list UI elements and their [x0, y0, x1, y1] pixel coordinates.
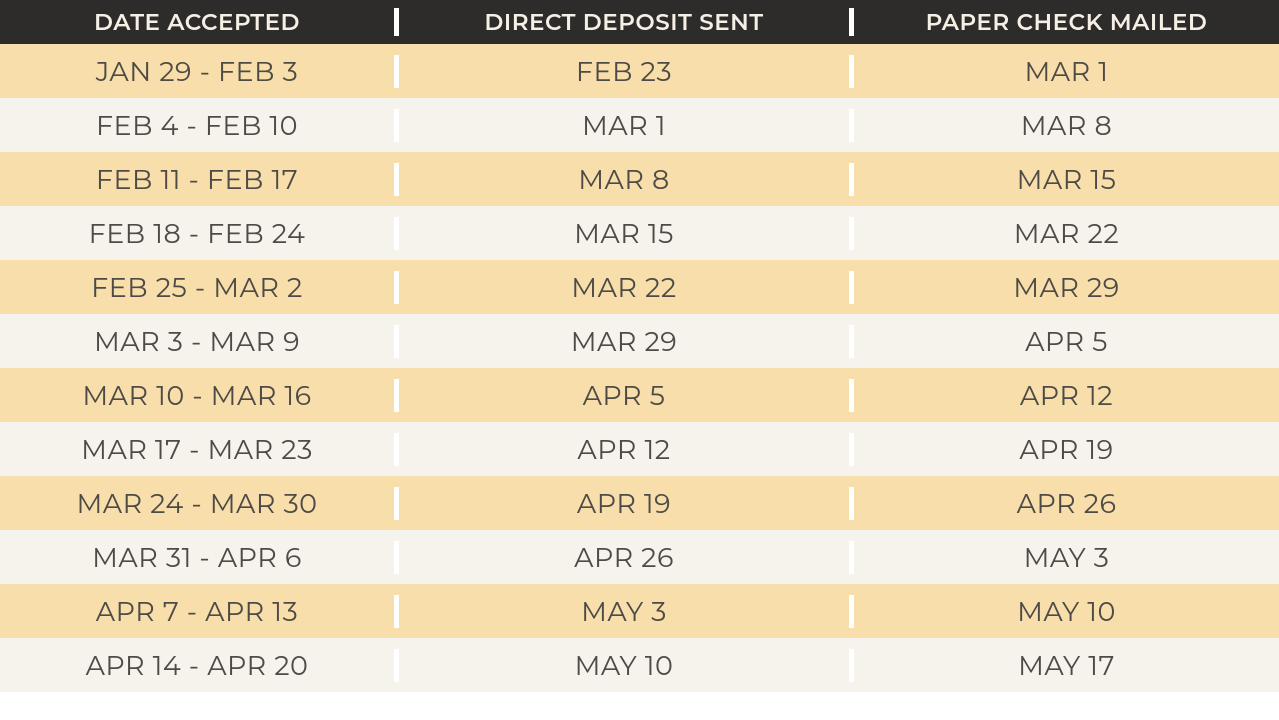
table-cell: APR 26 [394, 541, 854, 574]
table-cell: MAR 22 [854, 217, 1279, 250]
table-cell: MAY 3 [394, 595, 854, 628]
header-direct-deposit: DIRECT DEPOSIT SENT [394, 8, 854, 36]
table-row: MAR 24 - MAR 30APR 19APR 26 [0, 476, 1279, 530]
table-cell: MAR 29 [854, 271, 1279, 304]
table-row: FEB 25 - MAR 2MAR 22MAR 29 [0, 260, 1279, 314]
table-cell: MAR 31 - APR 6 [0, 541, 394, 574]
table-cell: MAR 29 [394, 325, 854, 358]
table-row: MAR 31 - APR 6APR 26MAY 3 [0, 530, 1279, 584]
table-row: MAR 10 - MAR 16APR 5APR 12 [0, 368, 1279, 422]
table-cell: FEB 11 - FEB 17 [0, 163, 394, 196]
table-cell: APR 12 [854, 379, 1279, 412]
table-cell: MAY 10 [854, 595, 1279, 628]
table-cell: MAY 17 [854, 649, 1279, 682]
table-cell: MAR 8 [394, 163, 854, 196]
table-cell: APR 5 [394, 379, 854, 412]
table-cell: MAR 1 [394, 109, 854, 142]
table-cell: FEB 18 - FEB 24 [0, 217, 394, 250]
table-cell: MAR 22 [394, 271, 854, 304]
table-cell: APR 19 [854, 433, 1279, 466]
table-cell: FEB 4 - FEB 10 [0, 109, 394, 142]
table-row: JAN 29 - FEB 3FEB 23MAR 1 [0, 44, 1279, 98]
table-cell: MAR 15 [854, 163, 1279, 196]
table-cell: APR 12 [394, 433, 854, 466]
table-header-row: DATE ACCEPTED DIRECT DEPOSIT SENT PAPER … [0, 0, 1279, 44]
table-row: APR 14 - APR 20MAY 10MAY 17 [0, 638, 1279, 692]
table-cell: MAR 15 [394, 217, 854, 250]
table-cell: MAR 1 [854, 55, 1279, 88]
table-cell: FEB 25 - MAR 2 [0, 271, 394, 304]
table-cell: MAR 24 - MAR 30 [0, 487, 394, 520]
table-cell: APR 5 [854, 325, 1279, 358]
table-cell: MAR 3 - MAR 9 [0, 325, 394, 358]
table-cell: APR 19 [394, 487, 854, 520]
table-row: MAR 3 - MAR 9MAR 29APR 5 [0, 314, 1279, 368]
table-row: FEB 11 - FEB 17MAR 8MAR 15 [0, 152, 1279, 206]
table-row: APR 7 - APR 13MAY 3MAY 10 [0, 584, 1279, 638]
table-cell: MAY 3 [854, 541, 1279, 574]
table-cell: APR 14 - APR 20 [0, 649, 394, 682]
table-cell: MAY 10 [394, 649, 854, 682]
table-row: FEB 18 - FEB 24MAR 15MAR 22 [0, 206, 1279, 260]
table-cell: MAR 17 - MAR 23 [0, 433, 394, 466]
table-cell: JAN 29 - FEB 3 [0, 55, 394, 88]
table-row: MAR 17 - MAR 23APR 12APR 19 [0, 422, 1279, 476]
table-cell: MAR 10 - MAR 16 [0, 379, 394, 412]
refund-schedule-table: DATE ACCEPTED DIRECT DEPOSIT SENT PAPER … [0, 0, 1279, 692]
header-paper-check: PAPER CHECK MAILED [854, 8, 1279, 36]
table-row: FEB 4 - FEB 10MAR 1MAR 8 [0, 98, 1279, 152]
header-date-accepted: DATE ACCEPTED [0, 8, 394, 36]
table-cell: APR 7 - APR 13 [0, 595, 394, 628]
table-cell: FEB 23 [394, 55, 854, 88]
table-cell: MAR 8 [854, 109, 1279, 142]
table-cell: APR 26 [854, 487, 1279, 520]
